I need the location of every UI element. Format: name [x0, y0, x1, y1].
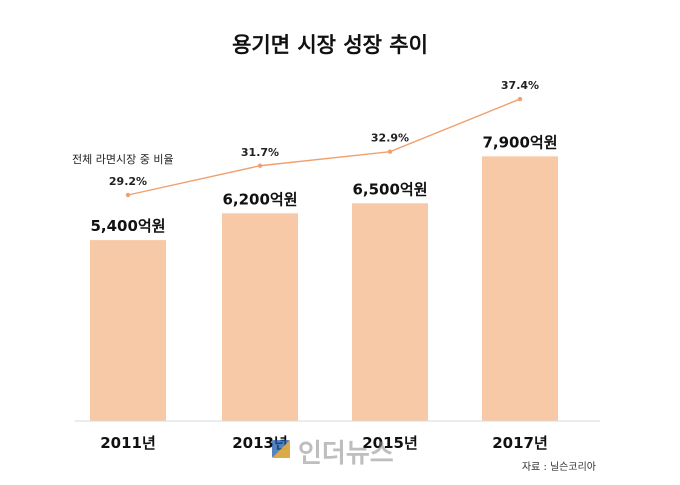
bar-2017년 [482, 156, 558, 421]
bar-2013년 [222, 213, 298, 421]
x-tick-label: 2015년 [362, 434, 418, 452]
bar-label-group: 5,400억원 6,200억원 6,500억원 7,900억원 [90, 133, 557, 235]
ratio-series-label: 전체 라면시장 중 비율 [72, 153, 174, 166]
ratio-point [517, 96, 523, 102]
ratio-value-label: 29.2% [109, 175, 147, 188]
bar-group [90, 156, 558, 421]
watermark-text: 인더뉴스 [298, 439, 394, 469]
bar-2011년 [90, 240, 166, 421]
ratio-value-label: 32.9% [371, 132, 409, 145]
watermark: 인더뉴스 [272, 439, 394, 469]
bar-value-label: 5,400억원 [90, 217, 165, 235]
ratio-point [125, 192, 131, 198]
ratio-line [127, 98, 521, 196]
chart-title: 용기면 시장 성장 추이 [232, 33, 428, 57]
source-note: 자료 : 닐슨코리아 [522, 461, 596, 473]
bar-value-label: 6,500억원 [352, 180, 427, 198]
ratio-point [257, 163, 263, 168]
x-tick-label: 2011년 [100, 434, 156, 452]
ratio-point-group [125, 96, 523, 198]
ratio-point [387, 149, 393, 154]
ratio-value-label: 31.7% [241, 146, 279, 159]
bar-2015년 [352, 203, 428, 421]
watermark-logo-icon [272, 440, 290, 458]
bar-value-label: 6,200억원 [222, 190, 297, 208]
x-tick-label: 2017년 [492, 434, 548, 452]
ratio-label-group: 29.2% 31.7% 32.9% 37.4% [109, 79, 539, 188]
bar-value-label: 7,900억원 [482, 133, 557, 151]
ratio-value-label: 37.4% [501, 79, 539, 92]
